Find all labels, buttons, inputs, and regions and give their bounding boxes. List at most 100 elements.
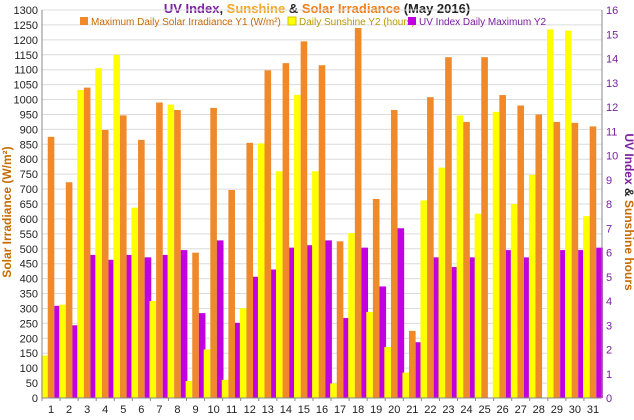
bar-uv-day-2 [72,325,79,398]
bar-series-group [41,27,603,399]
left-tick-label: 100 [20,363,38,375]
bar-sunshine-day-7 [149,301,157,398]
title-part-0: UV Index [164,1,220,16]
x-tick-label: 3 [84,404,90,416]
x-tick-label: 10 [207,404,219,416]
x-tick-label: 4 [102,404,108,416]
left-tick-label: 900 [20,124,38,136]
bar-sunshine-day-15 [294,94,301,399]
x-axis-ticks: 1 2 3 4 5 6 7 8 9 10 11 12 13 14 15 16 17 18 19 20 21 22 23 24 2… [41,398,599,416]
x-tick-label: 22 [424,404,436,416]
right-title-part-2: Sunshine hours [622,200,634,291]
bar-uv-day-18 [361,247,369,398]
bar-uv-day-31 [596,247,603,398]
bar-irradiance-day-2 [65,182,73,398]
bar-uv-day-22 [433,257,441,398]
bar-sunshine-day-21 [402,372,410,398]
title-part-1: , [219,1,226,16]
bar-uv-day-14 [289,247,296,398]
bar-uv-day-30 [578,250,585,398]
bar-uv-day-5 [126,254,134,398]
bar-sunshine-day-3 [77,90,84,398]
bar-sunshine-day-16 [312,171,319,398]
x-tick-label: 6 [138,404,144,416]
left-tick-label: 1100 [14,65,38,77]
bar-uv-day-1 [54,305,61,398]
legend-swatch-0 [80,17,88,25]
right-tick-label: 13 [606,78,618,90]
x-tick-label: 8 [174,404,180,416]
x-tick-label: 1 [48,404,54,416]
x-tick-label: 9 [192,404,198,416]
left-tick-label: 1200 [14,35,38,47]
bar-irradiance-day-25 [481,57,488,398]
right-tick-label: 4 [606,296,612,308]
left-tick-label: 400 [20,274,38,286]
legend-label-2: UV Index Daily Maximum Y2 [419,17,547,28]
x-tick-label: 30 [569,404,581,416]
x-tick-label: 16 [316,404,328,416]
bar-irradiance-day-23 [445,57,452,398]
bar-irradiance-day-28 [535,114,543,399]
bar-sunshine-day-28 [528,174,536,398]
legend-swatch-2 [408,17,416,25]
left-tick-label: 200 [20,333,38,345]
x-tick-label: 19 [370,404,382,416]
right-tick-label: 8 [606,199,612,211]
right-title-part-0: UV Index [622,133,634,185]
bar-irradiance-day-6 [138,139,145,398]
bar-irradiance-day-27 [517,105,525,398]
bar-sunshine-day-5 [113,54,120,399]
bar-uv-day-27 [524,257,531,398]
x-tick-label: 24 [460,404,472,416]
left-tick-label: 1150 [14,50,38,62]
bar-uv-day-17 [343,317,350,398]
bar-uv-day-29 [560,250,567,398]
left-tick-label: 250 [20,318,38,330]
bar-uv-day-13 [271,269,278,398]
x-tick-label: 27 [515,404,527,416]
x-tick-label: 18 [352,404,364,416]
right-title-part-1: & [622,185,634,200]
x-tick-label: 15 [298,404,310,416]
left-tick-label: 450 [20,259,38,271]
x-tick-label: 20 [388,404,400,416]
bar-sunshine-day-1 [41,355,48,398]
right-tick-label: 1 [606,369,612,381]
x-tick-label: 21 [406,404,418,416]
left-tick-label: 300 [20,303,38,315]
bar-irradiance-day-24 [463,121,470,399]
x-tick-label: 26 [497,404,509,416]
bar-sunshine-day-13 [257,143,265,399]
left-tick-label: 150 [20,348,38,360]
bar-sunshine-day-4 [95,68,102,398]
bar-irradiance-day-29 [553,121,561,399]
bar-sunshine-day-18 [348,233,355,398]
bar-sunshine-day-25 [474,213,482,398]
bar-irradiance-day-18 [354,27,362,398]
bar-sunshine-day-31 [583,216,590,399]
left-tick-label: 1000 [14,95,38,107]
left-tick-label: 850 [20,139,38,151]
bar-uv-day-7 [162,254,170,398]
bar-uv-day-8 [180,250,188,398]
x-tick-label: 5 [120,404,126,416]
right-tick-label: 2 [606,345,612,357]
chart-title: UV Index, Sunshine & Solar Irradiance (M… [164,1,470,16]
bar-sunshine-day-8 [167,104,175,398]
x-tick-label: 25 [478,404,490,416]
bar-irradiance-day-10 [210,107,217,399]
bar-irradiance-day-16 [318,65,326,398]
title-part-4: Solar Irradiance [302,1,400,16]
bar-uv-day-23 [451,267,459,398]
bar-uv-day-10 [216,240,224,399]
title-part-3: & [285,1,302,16]
bar-sunshine-day-14 [275,171,283,398]
bar-irradiance-day-11 [228,189,235,398]
bar-irradiance-day-31 [589,126,597,399]
axes [41,10,603,399]
left-tick-label: 750 [20,169,38,181]
bar-sunshine-day-29 [546,29,554,399]
